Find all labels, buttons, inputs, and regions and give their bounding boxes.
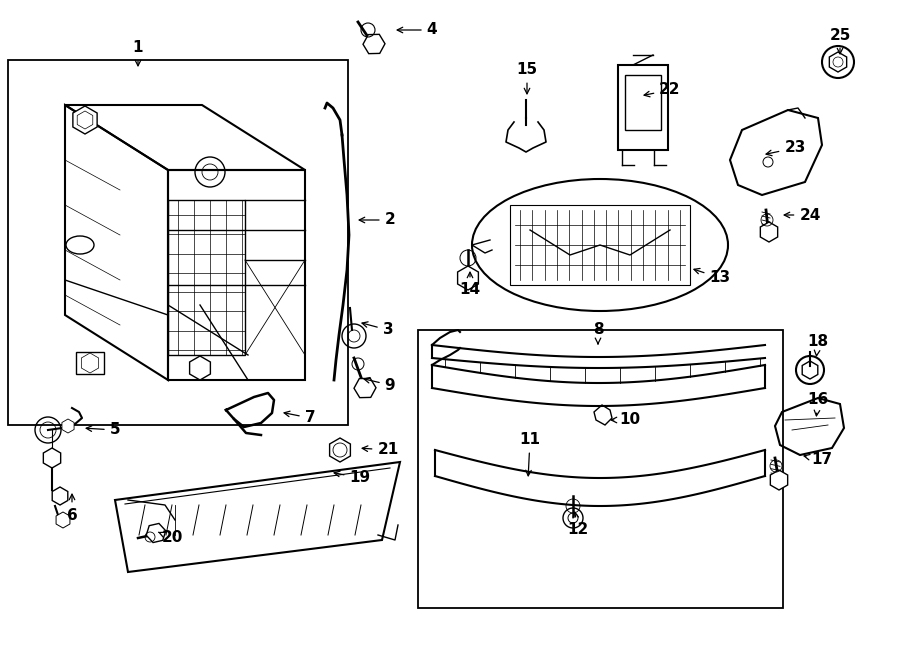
- Text: 24: 24: [784, 208, 821, 223]
- Text: 23: 23: [766, 141, 806, 156]
- Text: 13: 13: [694, 268, 731, 286]
- Text: 25: 25: [829, 28, 850, 54]
- Text: 22: 22: [644, 83, 680, 98]
- Text: 1: 1: [133, 40, 143, 66]
- Text: 12: 12: [567, 512, 589, 537]
- Text: 6: 6: [67, 494, 77, 522]
- Text: 14: 14: [459, 272, 481, 297]
- Text: 19: 19: [334, 471, 371, 485]
- Text: 10: 10: [611, 412, 641, 428]
- Text: 11: 11: [519, 432, 541, 476]
- Text: 9: 9: [364, 377, 395, 393]
- Text: 7: 7: [284, 410, 315, 426]
- Bar: [418, 330, 783, 608]
- Text: 18: 18: [807, 334, 829, 356]
- Bar: [625, 75, 661, 130]
- Text: 15: 15: [517, 63, 537, 94]
- Text: 3: 3: [362, 322, 393, 338]
- Text: 17: 17: [804, 453, 833, 467]
- Text: 4: 4: [397, 22, 437, 38]
- Text: 21: 21: [362, 442, 399, 457]
- Bar: [510, 205, 690, 285]
- Text: 20: 20: [158, 531, 183, 545]
- Text: 2: 2: [359, 212, 395, 227]
- Text: 16: 16: [807, 393, 829, 416]
- Bar: [76, 352, 104, 374]
- Text: 5: 5: [86, 422, 121, 438]
- Bar: [618, 65, 668, 150]
- Bar: [8, 60, 348, 425]
- Text: 8: 8: [593, 323, 603, 344]
